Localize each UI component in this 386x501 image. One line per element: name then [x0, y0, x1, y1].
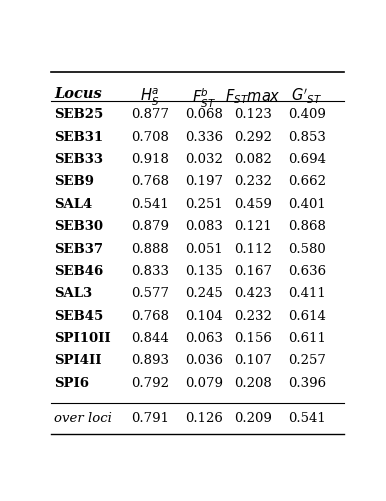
Text: 0.541: 0.541 [131, 198, 169, 211]
Text: 0.197: 0.197 [185, 175, 223, 188]
Text: 0.768: 0.768 [131, 310, 169, 323]
Text: 0.708: 0.708 [131, 131, 169, 144]
Text: 0.833: 0.833 [131, 265, 169, 278]
Text: over loci: over loci [54, 412, 112, 425]
Text: SEB31: SEB31 [54, 131, 103, 144]
Text: 0.068: 0.068 [185, 108, 223, 121]
Text: $\mathbf{\mathit{G'}}_{\mathbf{\mathit{ST}}}$: $\mathbf{\mathit{G'}}_{\mathbf{\mathit{S… [291, 87, 323, 106]
Text: 0.879: 0.879 [131, 220, 169, 233]
Text: 0.918: 0.918 [131, 153, 169, 166]
Text: 0.768: 0.768 [131, 175, 169, 188]
Text: 0.423: 0.423 [234, 288, 272, 300]
Text: 0.614: 0.614 [288, 310, 326, 323]
Text: 0.893: 0.893 [131, 355, 169, 367]
Text: 0.257: 0.257 [288, 355, 326, 367]
Text: 0.079: 0.079 [185, 377, 223, 390]
Text: 0.051: 0.051 [185, 242, 223, 256]
Text: 0.541: 0.541 [288, 412, 326, 425]
Text: 0.844: 0.844 [131, 332, 169, 345]
Text: 0.694: 0.694 [288, 153, 326, 166]
Text: SEB25: SEB25 [54, 108, 103, 121]
Text: SEB46: SEB46 [54, 265, 103, 278]
Text: SAL3: SAL3 [54, 288, 92, 300]
Text: 0.292: 0.292 [234, 131, 272, 144]
Text: 0.636: 0.636 [288, 265, 326, 278]
Text: 0.208: 0.208 [234, 377, 272, 390]
Text: Locus: Locus [54, 87, 102, 101]
Text: 0.792: 0.792 [131, 377, 169, 390]
Text: 0.126: 0.126 [185, 412, 223, 425]
Text: 0.396: 0.396 [288, 377, 326, 390]
Text: $\mathbf{\mathit{H}}_{\mathbf{\mathit{S}}}^{\mathbf{\mathit{a}}}$: $\mathbf{\mathit{H}}_{\mathbf{\mathit{S}… [140, 87, 160, 108]
Text: 0.063: 0.063 [185, 332, 223, 345]
Text: 0.868: 0.868 [288, 220, 326, 233]
Text: 0.336: 0.336 [185, 131, 223, 144]
Text: 0.577: 0.577 [131, 288, 169, 300]
Text: SEB37: SEB37 [54, 242, 103, 256]
Text: 0.411: 0.411 [288, 288, 326, 300]
Text: $\mathbf{\mathit{F}}_{\mathbf{\mathit{ST}}}^{\mathbf{\mathit{b}}}$: $\mathbf{\mathit{F}}_{\mathbf{\mathit{ST… [192, 87, 216, 110]
Text: 0.888: 0.888 [131, 242, 169, 256]
Text: 0.036: 0.036 [185, 355, 223, 367]
Text: 0.409: 0.409 [288, 108, 326, 121]
Text: 0.156: 0.156 [234, 332, 272, 345]
Text: SEB33: SEB33 [54, 153, 103, 166]
Text: 0.459: 0.459 [234, 198, 272, 211]
Text: 0.209: 0.209 [234, 412, 272, 425]
Text: 0.580: 0.580 [288, 242, 326, 256]
Text: 0.083: 0.083 [185, 220, 223, 233]
Text: 0.662: 0.662 [288, 175, 326, 188]
Text: 0.107: 0.107 [234, 355, 272, 367]
Text: SEB45: SEB45 [54, 310, 103, 323]
Text: 0.611: 0.611 [288, 332, 326, 345]
Text: 0.032: 0.032 [185, 153, 223, 166]
Text: 0.135: 0.135 [185, 265, 223, 278]
Text: SPI10II: SPI10II [54, 332, 111, 345]
Text: 0.401: 0.401 [288, 198, 326, 211]
Text: 0.245: 0.245 [185, 288, 223, 300]
Text: 0.232: 0.232 [234, 175, 272, 188]
Text: 0.853: 0.853 [288, 131, 326, 144]
Text: 0.082: 0.082 [234, 153, 272, 166]
Text: SPI6: SPI6 [54, 377, 89, 390]
Text: 0.123: 0.123 [234, 108, 272, 121]
Text: $\mathbf{\mathit{F}}_{\mathbf{\mathit{ST}}}\mathbf{\mathit{max}}$: $\mathbf{\mathit{F}}_{\mathbf{\mathit{ST… [225, 87, 281, 106]
Text: 0.877: 0.877 [131, 108, 169, 121]
Text: 0.167: 0.167 [234, 265, 272, 278]
Text: 0.112: 0.112 [234, 242, 272, 256]
Text: SEB9: SEB9 [54, 175, 94, 188]
Text: 0.104: 0.104 [185, 310, 223, 323]
Text: 0.791: 0.791 [131, 412, 169, 425]
Text: 0.251: 0.251 [185, 198, 223, 211]
Text: SAL4: SAL4 [54, 198, 93, 211]
Text: 0.232: 0.232 [234, 310, 272, 323]
Text: 0.121: 0.121 [234, 220, 272, 233]
Text: SEB30: SEB30 [54, 220, 103, 233]
Text: SPI4II: SPI4II [54, 355, 102, 367]
